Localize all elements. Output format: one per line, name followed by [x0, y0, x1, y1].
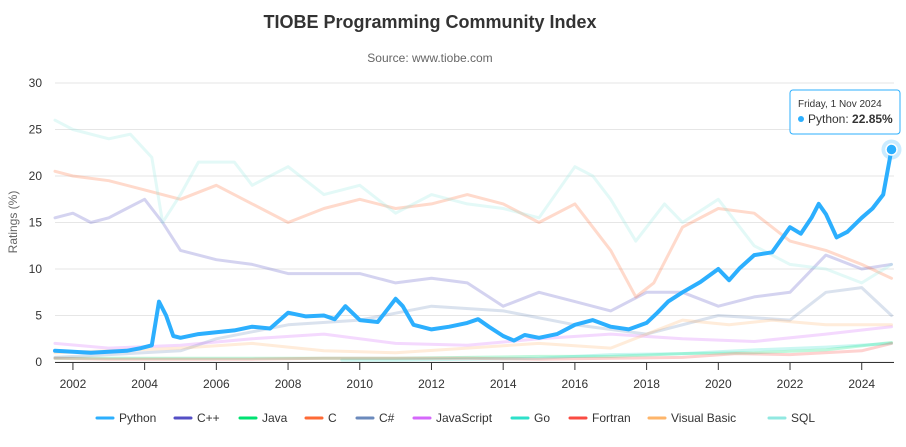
- x-axis: 2002 2004 2006 2008 2010 2012 2014 2016 2018 2020…: [55, 362, 894, 391]
- tooltip-series-name: Python: [808, 112, 845, 126]
- x-tick-label: 2024: [848, 377, 875, 391]
- x-tick-label: 2016: [562, 377, 589, 391]
- legend-item-c[interactable]: C: [304, 411, 337, 425]
- series-line-fortran: [53, 341, 893, 361]
- y-axis-title: Ratings (%): [6, 191, 20, 254]
- series-line-c: [53, 169, 893, 299]
- x-tick-label: 2020: [705, 377, 732, 391]
- y-tick-label: 10: [29, 262, 43, 276]
- legend-label: Java: [262, 411, 288, 425]
- legend-label: JavaScript: [436, 411, 493, 425]
- legend-label: Fortran: [592, 411, 631, 425]
- x-tick-label: 2006: [203, 377, 230, 391]
- legend: Python C++ Java C C# JavaScript Go Fortran Visua…: [95, 411, 815, 425]
- tooltip: Friday, 1 Nov 2024 Python: 22.85%: [789, 89, 901, 135]
- legend-item-javascript[interactable]: JavaScript: [412, 411, 493, 425]
- legend-item-csharp[interactable]: C#: [355, 411, 395, 425]
- series-layer: [53, 118, 902, 362]
- series-line-python: [53, 147, 894, 355]
- legend-label: C++: [197, 411, 220, 425]
- series-line-visual-basic: [53, 318, 893, 355]
- x-tick-label: 2018: [633, 377, 660, 391]
- tooltip-line: Python: 22.85%: [808, 112, 893, 126]
- y-tick-label: 25: [29, 123, 43, 137]
- highlight-point: [885, 143, 898, 156]
- y-tick-label: 15: [29, 216, 43, 230]
- tooltip-series-dot: [798, 116, 804, 122]
- legend-item-go[interactable]: Go: [510, 411, 550, 425]
- x-tick-label: 2012: [418, 377, 445, 391]
- tooltip-box: [789, 89, 901, 135]
- legend-item-visual-basic[interactable]: Visual Basic: [647, 411, 736, 425]
- x-tick-label: 2008: [275, 377, 302, 391]
- y-axis-ticks: 0 5 10 15 20 25 30: [29, 76, 43, 369]
- chart-title: TIOBE Programming Community Index: [263, 12, 596, 32]
- legend-label: SQL: [791, 411, 815, 425]
- series-line-csharp: [53, 286, 893, 359]
- x-tick-label: 2014: [490, 377, 517, 391]
- gridlines: [55, 82, 894, 363]
- chart-subtitle: Source: www.tiobe.com: [367, 51, 492, 65]
- y-tick-label: 20: [29, 169, 43, 183]
- series-line-go: [340, 341, 893, 362]
- legend-item-java[interactable]: Java: [238, 411, 288, 425]
- tooltip-date: Friday, 1 Nov 2024: [798, 99, 882, 110]
- legend-label: Go: [534, 411, 550, 425]
- series-line-sql: [53, 118, 893, 285]
- legend-item-cpp[interactable]: C++: [173, 411, 220, 425]
- legend-label: Visual Basic: [671, 411, 736, 425]
- series-line-javascript: [53, 325, 893, 350]
- legend-label: C#: [379, 411, 395, 425]
- x-tick-label: 2004: [131, 377, 158, 391]
- x-tick-label: 2002: [60, 377, 87, 391]
- legend-item-sql[interactable]: SQL: [767, 411, 815, 425]
- legend-label: Python: [119, 411, 156, 425]
- series-line-cpp: [53, 197, 893, 313]
- tooltip-value: 22.85%: [852, 112, 893, 126]
- legend-item-python[interactable]: Python: [95, 411, 156, 425]
- x-tick-label: 2010: [346, 377, 373, 391]
- y-tick-label: 30: [29, 76, 43, 90]
- y-tick-label: 0: [35, 355, 42, 369]
- series-line-java: [53, 341, 893, 360]
- y-tick-label: 5: [35, 309, 42, 323]
- legend-label: C: [328, 411, 337, 425]
- legend-item-fortran[interactable]: Fortran: [568, 411, 631, 425]
- x-tick-label: 2022: [777, 377, 804, 391]
